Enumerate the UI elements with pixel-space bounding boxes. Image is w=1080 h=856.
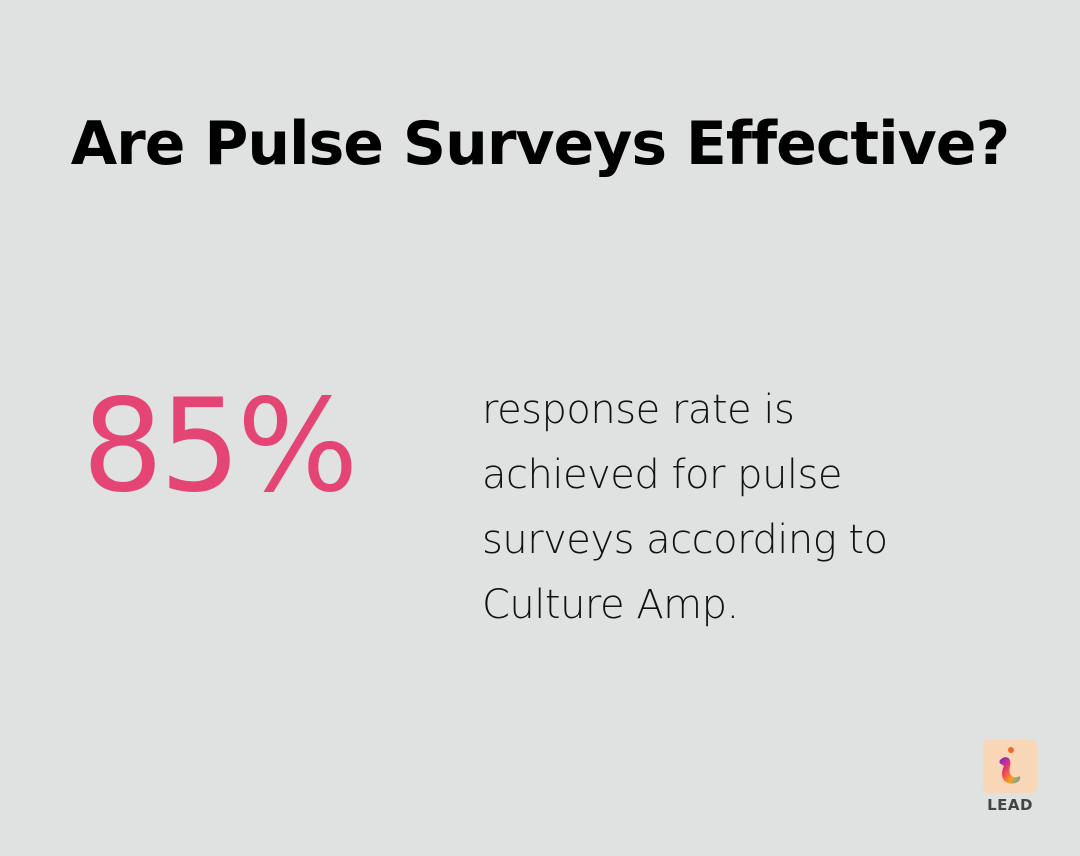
page-title: Are Pulse Surveys Effective? <box>70 109 1011 179</box>
stat-value: 85% <box>82 372 358 521</box>
lead-logo: LEAD <box>983 740 1037 814</box>
stat-description: response rate is achieved for pulse surv… <box>482 387 888 628</box>
logo-label: LEAD <box>987 796 1033 814</box>
lead-logo-icon <box>983 740 1037 793</box>
